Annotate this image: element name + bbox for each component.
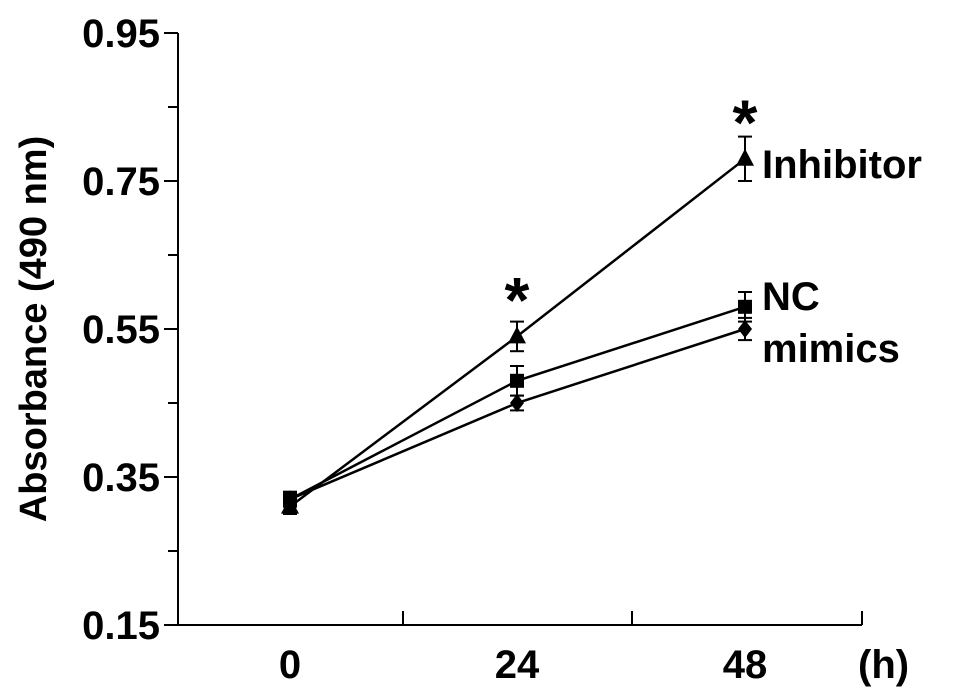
data-point-diamond bbox=[738, 320, 752, 338]
y-axis-title: Absorbance (490 nm) bbox=[13, 136, 55, 522]
significance-star: * bbox=[505, 264, 530, 336]
data-point-diamond bbox=[283, 490, 297, 509]
data-point-triangle bbox=[508, 326, 526, 344]
data-point-diamond bbox=[510, 394, 524, 412]
y-tick-label: 0.35 bbox=[82, 456, 160, 500]
y-tick-label: 0.55 bbox=[82, 308, 160, 352]
significance-star: * bbox=[733, 86, 758, 158]
data-point-square bbox=[510, 373, 524, 388]
series-label: NC bbox=[762, 275, 820, 319]
x-tick-label: 24 bbox=[495, 643, 540, 687]
x-tick-label: 48 bbox=[723, 643, 768, 687]
significance-annotations: ** bbox=[505, 86, 758, 336]
series-layer: Inhibitor NC mimics bbox=[281, 135, 922, 515]
series-mimics: mimics bbox=[283, 316, 900, 509]
y-axis-ticks: 0.15 0.35 0.55 0.75 0.95 bbox=[82, 12, 178, 648]
y-tick-label: 0.15 bbox=[82, 604, 160, 648]
series-label: mimics bbox=[762, 327, 900, 371]
series-nc: NC bbox=[283, 275, 820, 508]
x-axis-ticks: 0 24 48 bbox=[279, 611, 863, 687]
x-tick-label: 0 bbox=[279, 643, 301, 687]
series-label: Inhibitor bbox=[762, 143, 922, 187]
y-tick-label: 0.95 bbox=[82, 12, 160, 56]
series-line bbox=[289, 327, 746, 501]
data-point-triangle bbox=[736, 148, 754, 166]
series-inhibitor: Inhibitor bbox=[281, 135, 922, 515]
data-point-square bbox=[738, 299, 752, 314]
y-tick-label: 0.75 bbox=[82, 160, 160, 204]
x-axis-unit-label: (h) bbox=[858, 643, 909, 687]
